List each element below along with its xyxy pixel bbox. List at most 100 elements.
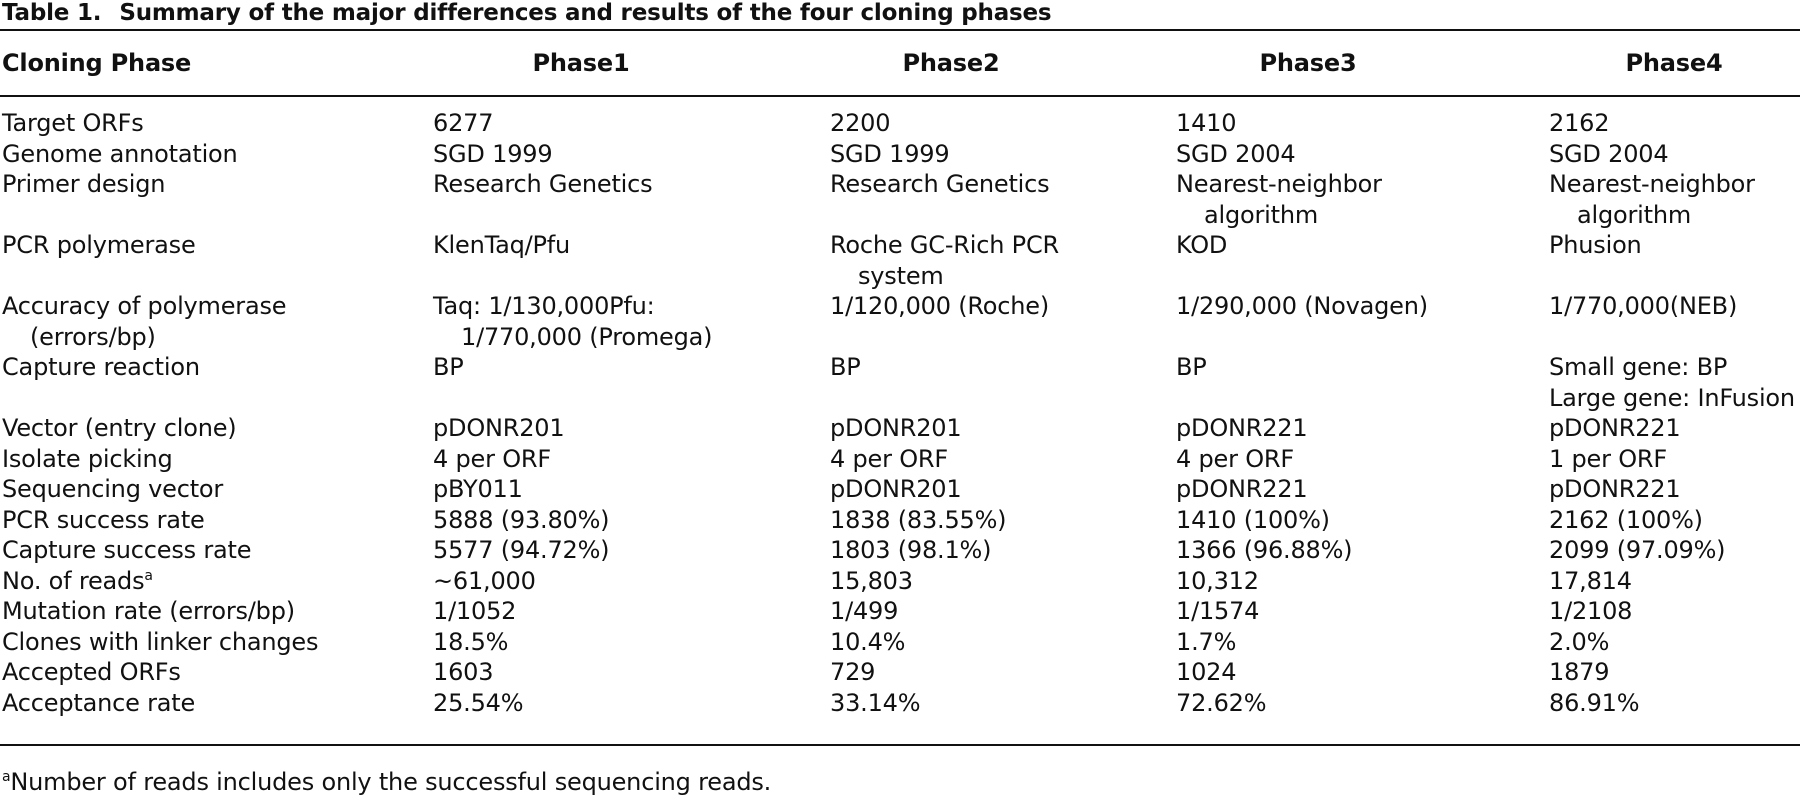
cell-phase-1: 18.5% <box>433 627 818 658</box>
bottom-rule <box>0 744 1800 746</box>
cell-line: 6277 <box>433 109 494 137</box>
cell-phase-3: 1/290,000 (Novagen) <box>1176 291 1541 322</box>
row-label-line: Accepted ORFs <box>2 657 422 688</box>
cell-phase-2: SGD 1999 <box>830 139 1170 170</box>
row-label: Accepted ORFs <box>2 657 422 688</box>
cell-phase-4: 2162 <box>1549 108 1800 139</box>
cell-phase-1: 5888 (93.80%) <box>433 505 818 536</box>
cell-phase-1: pBY011 <box>433 474 818 505</box>
cell-phase-2: BP <box>830 352 1170 383</box>
row-label-text: Accepted ORFs <box>2 658 181 686</box>
table-row: Capture reaction BP BP BP Small gene: BP Larg… <box>0 352 1800 413</box>
row-label-text: Sequencing vector <box>2 475 224 503</box>
row-label-line: Clones with linker changes <box>2 627 422 658</box>
cell-line: 1410 (100%) <box>1176 505 1330 534</box>
cell-phase-1: 1603 <box>433 657 818 688</box>
cell-line: BP <box>1176 353 1207 381</box>
cell-phase-3: 10,312 <box>1176 566 1541 597</box>
cell-line: 1/770,000 (Promega) <box>461 322 713 351</box>
table-row: Accuracy of polymerase (errors/bp) Taq: 1/… <box>0 291 1800 352</box>
table-row: Primer design Research Genetics Research G… <box>0 169 1800 230</box>
cell-phase-3: SGD 2004 <box>1176 139 1541 170</box>
cell-line: 1838 (83.55%) <box>830 505 1007 534</box>
row-label: PCR polymerase <box>2 230 422 261</box>
table-row: PCR success rate 5888 (93.80%) 1838 (83.55… <box>0 505 1800 536</box>
row-label-text: Capture reaction <box>2 353 200 381</box>
table-row: Clones with linker changes 18.5% 10.4% 1.7%… <box>0 627 1800 658</box>
table-header: Cloning Phase Phase1 Phase2 Phase3 Phase… <box>0 31 1800 95</box>
row-label: Mutation rate (errors/bp) <box>2 596 422 627</box>
cell-line: pDONR201 <box>830 414 962 442</box>
row-label-line: Isolate picking <box>2 444 422 475</box>
header-rule <box>0 95 1800 97</box>
row-label-line: Vector (entry clone) <box>2 413 422 444</box>
cell-line: 4 per ORF <box>1176 444 1294 473</box>
cell-phase-1: Research Genetics <box>433 169 818 200</box>
cell-line: 5888 (93.80%) <box>433 505 610 534</box>
row-label-line: PCR success rate <box>2 505 422 536</box>
cell-phase-4: 2162 (100%) <box>1549 505 1800 536</box>
row-label-line: Sequencing vector <box>2 474 422 505</box>
cell-phase-1: Taq: 1/130,000Pfu: 1/770,000 (Promega) <box>433 291 818 352</box>
cell-line: pDONR221 <box>1549 414 1681 442</box>
cell-phase-4: 1879 <box>1549 657 1800 688</box>
table-row: Isolate picking 4 per ORF 4 per ORF 4 per O… <box>0 444 1800 475</box>
cell-phase-4: 1/770,000(NEB) <box>1549 291 1800 322</box>
cell-phase-2: 1/120,000 (Roche) <box>830 291 1170 322</box>
footnote-reference: a <box>144 567 153 584</box>
cell-line: 2162 (100%) <box>1549 505 1703 534</box>
cell-phase-1: BP <box>433 352 818 383</box>
row-label-text: Isolate picking <box>2 444 173 473</box>
row-label-text: Vector (entry clone) <box>2 414 237 442</box>
row-label-text: Mutation rate (errors/bp) <box>2 597 295 625</box>
cell-phase-2: pDONR201 <box>830 413 1170 444</box>
cell-phase-4: 1 per ORF <box>1549 444 1800 475</box>
cell-phase-1: 4 per ORF <box>433 444 818 475</box>
row-label: Sequencing vector <box>2 474 422 505</box>
table-row: Accepted ORFs 1603 729 1024 1879 <box>0 657 1800 688</box>
cell-line: pDONR201 <box>433 414 565 442</box>
cell-line: Taq: 1/130,000Pfu: <box>433 292 655 320</box>
row-label-line: PCR polymerase <box>2 230 422 261</box>
cell-line: 72.62% <box>1176 688 1267 717</box>
cell-phase-3: pDONR221 <box>1176 413 1541 444</box>
table-row: Mutation rate (errors/bp) 1/1052 1/499 1/15… <box>0 596 1800 627</box>
header-phase-2: Phase2 <box>902 49 1000 77</box>
cell-line: 1 per ORF <box>1549 444 1667 473</box>
cell-line: SGD 1999 <box>830 139 950 168</box>
table-footnote: aNumber of reads includes only the succe… <box>2 768 771 796</box>
row-label: Target ORFs <box>2 108 422 139</box>
cell-line: Research Genetics <box>830 170 1050 198</box>
cell-line: Large gene: InFusion <box>1549 383 1795 412</box>
row-label-text: Target ORFs <box>2 109 144 137</box>
footnote-marker: a <box>2 769 11 785</box>
cell-line: Research Genetics <box>433 170 653 198</box>
cell-line: 1366 (96.88%) <box>1176 536 1353 564</box>
cell-phase-1: SGD 1999 <box>433 139 818 170</box>
cell-phase-1: 1/1052 <box>433 596 818 627</box>
cell-line: 1/1052 <box>433 597 517 625</box>
cell-line: 4 per ORF <box>830 444 948 473</box>
cell-line: 5577 (94.72%) <box>433 536 610 564</box>
cell-line: 1/290,000 (Novagen) <box>1176 292 1428 320</box>
row-label: No. of readsa <box>2 566 422 597</box>
cell-line: Nearest-neighbor <box>1176 170 1382 198</box>
cell-phase-3: pDONR221 <box>1176 474 1541 505</box>
cell-line: 18.5% <box>433 627 509 656</box>
cell-line: KlenTaq/Pfu <box>433 231 571 259</box>
cell-phase-4: pDONR221 <box>1549 413 1800 444</box>
cell-phase-1: 25.54% <box>433 688 818 719</box>
cell-phase-4: 86.91% <box>1549 688 1800 719</box>
cell-phase-4: 1/2108 <box>1549 596 1800 627</box>
cell-line: 10.4% <box>830 627 906 656</box>
row-label-text: Clones with linker changes <box>2 627 319 656</box>
cell-phase-3: BP <box>1176 352 1541 383</box>
cell-line: system <box>858 261 944 290</box>
row-label-line: Accuracy of polymerase <box>2 291 422 322</box>
row-label: Genome annotation <box>2 139 422 170</box>
row-label: Isolate picking <box>2 444 422 475</box>
table-row: Target ORFs 6277 2200 1410 2162 <box>0 108 1800 139</box>
cell-phase-2: 1/499 <box>830 596 1170 627</box>
row-label: Acceptance rate <box>2 688 422 719</box>
cell-line: Roche GC-Rich PCR <box>830 231 1059 259</box>
